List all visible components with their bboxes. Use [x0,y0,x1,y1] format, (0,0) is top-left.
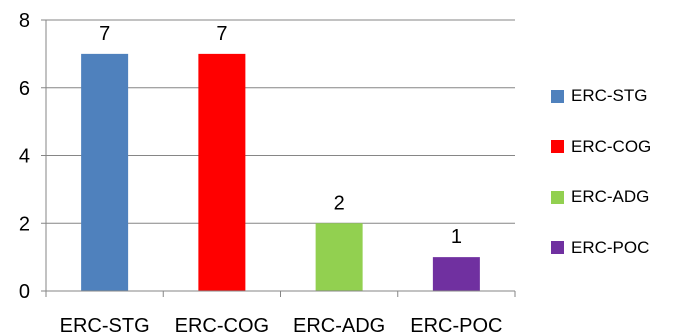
y-tick-label: 0 [19,281,30,303]
bar-erc-adg [315,223,363,291]
legend-label: ERC-STG [571,86,648,105]
data-label: 1 [451,226,462,248]
bar-erc-cog [198,53,246,291]
y-axis-ticks: 0 2 4 6 8 [19,10,30,303]
legend: ERC-STG ERC-COG ERC-ADG ERC-POC [551,86,677,288]
legend-label: ERC-ADG [571,187,650,206]
y-tick-label: 6 [19,78,30,100]
data-labels: 7 7 2 1 [99,23,462,248]
x-tick-label: ERC-POC [410,315,502,335]
y-tick-label: 2 [19,213,30,235]
bars [81,53,480,291]
legend-swatch [551,140,564,153]
x-tick-label: ERC-COG [175,315,269,335]
legend-swatch [551,241,564,254]
bar-erc-poc [432,257,480,291]
x-tick-label: ERC-STG [60,315,150,335]
y-tick-label: 4 [19,146,30,168]
bar-erc-stg [81,53,129,291]
axes [41,19,516,297]
legend-swatch [551,190,564,204]
data-label: 2 [334,192,345,214]
x-axis-ticks: ERC-STG ERC-COG ERC-ADG ERC-POC [60,315,503,335]
legend-item-erc-cog: ERC-COG [551,137,677,157]
legend-item-erc-adg: ERC-ADG [551,187,677,207]
legend-item-erc-stg: ERC-STG [551,86,677,106]
data-label: 7 [216,23,227,45]
legend-label: ERC-COG [571,136,652,156]
legend-label: ERC-POC [571,237,650,257]
legend-item-erc-poc: ERC-POC [551,238,677,258]
y-tick-label: 8 [19,10,30,32]
legend-swatch [551,89,564,103]
data-label: 7 [99,23,110,45]
x-tick-label: ERC-ADG [293,315,385,335]
